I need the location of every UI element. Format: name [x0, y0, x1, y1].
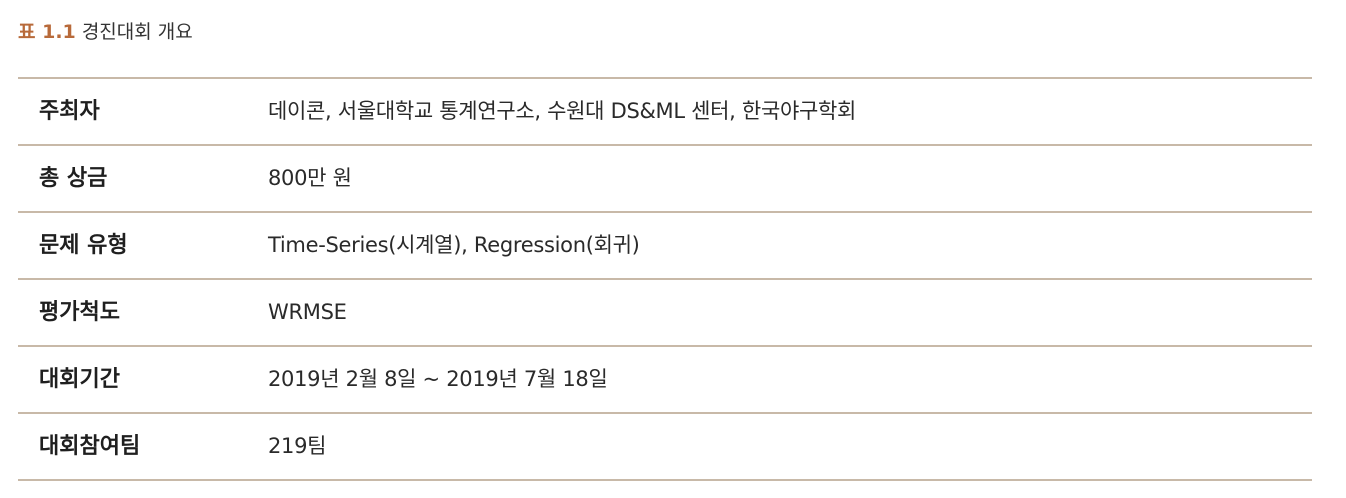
- row-value: 800만 원: [268, 166, 352, 190]
- row-value: 219팀: [268, 434, 327, 458]
- table-caption: 표 1.1 경진대회 개요: [18, 17, 193, 47]
- table-rule: [18, 278, 1312, 280]
- table-row: 평가척도 WRMSE: [18, 280, 1312, 345]
- row-key: 대회참여팀: [39, 434, 141, 459]
- row-key: 문제 유형: [39, 233, 128, 258]
- table-rule: [18, 345, 1312, 347]
- table-row: 총 상금 800만 원: [18, 146, 1312, 211]
- row-key: 총 상금: [39, 166, 108, 191]
- table-number: 표 1.1: [18, 21, 76, 43]
- row-value: 데이콘, 서울대학교 통계연구소, 수원대 DS&ML 센터, 한국야구학회: [268, 99, 857, 123]
- table-row: 대회기간 2019년 2월 8일 ~ 2019년 7월 18일: [18, 347, 1312, 412]
- table-rule: [18, 412, 1312, 414]
- table-rule: [18, 479, 1312, 481]
- table-rule: [18, 211, 1312, 213]
- table-title: 경진대회 개요: [81, 21, 193, 43]
- table-row: 주최자 데이콘, 서울대학교 통계연구소, 수원대 DS&ML 센터, 한국야구…: [18, 79, 1312, 144]
- row-value: WRMSE: [268, 300, 347, 324]
- row-key: 주최자: [39, 99, 100, 124]
- row-value: Time-Series(시계열), Regression(회귀): [268, 233, 640, 257]
- table-rule: [18, 77, 1312, 79]
- overview-table: 주최자 데이콘, 서울대학교 통계연구소, 수원대 DS&ML 센터, 한국야구…: [18, 77, 1312, 481]
- table-rule: [18, 144, 1312, 146]
- row-key: 평가척도: [39, 300, 120, 325]
- row-key: 대회기간: [39, 367, 120, 392]
- row-value: 2019년 2월 8일 ~ 2019년 7월 18일: [268, 367, 608, 391]
- table-row: 문제 유형 Time-Series(시계열), Regression(회귀): [18, 213, 1312, 278]
- table-row: 대회참여팀 219팀: [18, 414, 1312, 479]
